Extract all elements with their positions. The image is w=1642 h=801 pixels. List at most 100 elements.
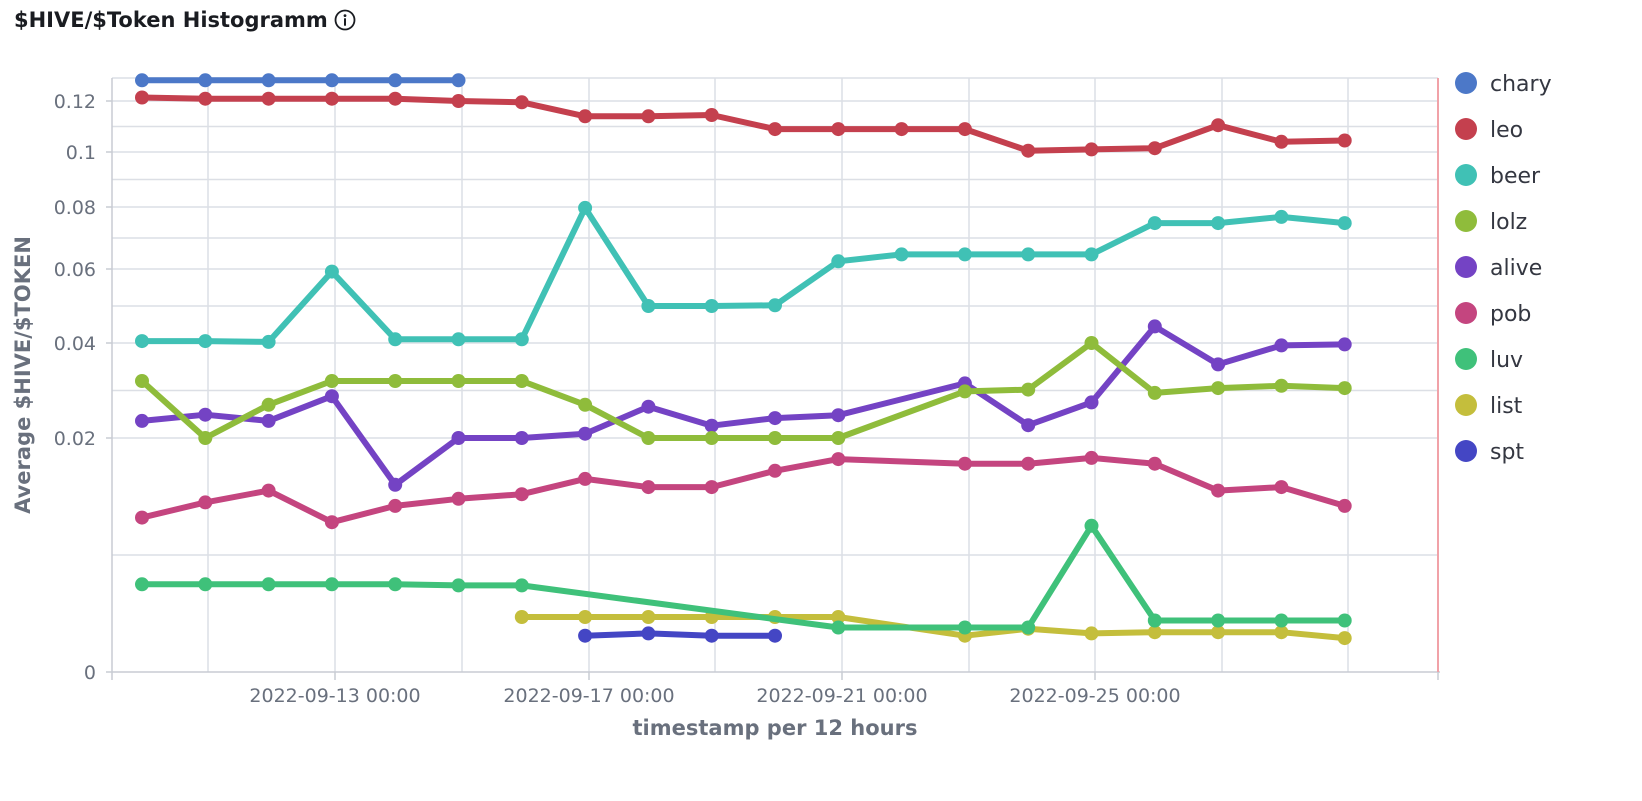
data-point-lolz[interactable] [768,431,782,445]
data-point-lolz[interactable] [261,397,276,412]
data-point-pob[interactable] [1211,483,1226,498]
data-point-leo[interactable] [1084,142,1099,157]
data-point-beer[interactable] [135,334,149,349]
data-point-lolz[interactable] [324,374,339,388]
data-point-alive[interactable] [514,431,529,445]
data-point-pob[interactable] [1274,480,1289,495]
data-point-beer[interactable] [578,200,593,215]
data-point-beer[interactable] [451,332,466,347]
legend-item-luv[interactable]: luv [1455,348,1523,373]
data-point-luv[interactable] [514,578,529,593]
data-point-alive[interactable] [641,399,656,414]
legend-item-list[interactable]: list [1455,394,1523,419]
data-point-pob[interactable] [1084,450,1099,465]
data-point-luv[interactable] [1084,518,1099,533]
data-point-leo[interactable] [768,122,782,137]
data-point-pob[interactable] [1021,456,1036,471]
data-point-lolz[interactable] [578,397,593,412]
data-point-leo[interactable] [578,109,593,124]
data-point-lolz[interactable] [641,431,656,445]
data-point-lolz[interactable] [388,374,403,388]
data-point-alive[interactable] [1211,357,1226,372]
data-point-alive[interactable] [768,411,782,426]
data-point-alive[interactable] [831,408,846,423]
data-point-lolz[interactable] [514,374,529,388]
data-point-luv[interactable] [261,577,276,592]
data-point-leo[interactable] [1021,143,1036,158]
data-point-luv[interactable] [388,577,403,592]
data-point-leo[interactable] [135,90,149,105]
data-point-pob[interactable] [324,515,339,530]
data-point-list[interactable] [578,610,593,624]
data-point-beer[interactable] [1147,216,1162,231]
data-point-chary[interactable] [135,73,149,88]
data-point-lolz[interactable] [1274,378,1289,393]
data-point-lolz[interactable] [451,374,466,388]
data-point-pob[interactable] [768,463,782,478]
data-point-chary[interactable] [261,73,276,88]
data-point-alive[interactable] [1274,338,1289,353]
data-point-leo[interactable] [261,91,276,106]
data-point-pob[interactable] [578,471,593,486]
data-point-spt[interactable] [641,626,656,641]
data-point-alive[interactable] [324,389,339,404]
data-point-pob[interactable] [957,456,972,471]
data-point-leo[interactable] [1147,141,1162,156]
data-point-list[interactable] [831,610,846,624]
data-point-pob[interactable] [641,480,656,495]
data-point-beer[interactable] [1211,216,1226,231]
data-point-alive[interactable] [451,431,466,445]
data-point-alive[interactable] [1021,418,1036,433]
data-point-beer[interactable] [198,334,213,349]
data-point-lolz[interactable] [135,374,149,388]
data-point-beer[interactable] [831,254,846,269]
data-point-leo[interactable] [831,122,846,137]
data-point-luv[interactable] [1147,613,1162,628]
data-point-lolz[interactable] [1147,385,1162,400]
data-point-beer[interactable] [261,334,276,349]
data-point-lolz[interactable] [704,431,719,445]
legend-item-beer[interactable]: beer [1455,164,1541,189]
data-point-leo[interactable] [641,109,656,124]
data-point-luv[interactable] [1274,613,1289,628]
data-point-beer[interactable] [1337,216,1352,231]
data-point-spt[interactable] [578,628,593,643]
data-point-beer[interactable] [324,264,339,279]
data-point-luv[interactable] [1021,620,1036,635]
data-point-alive[interactable] [704,418,719,433]
data-point-alive[interactable] [261,413,276,428]
data-point-lolz[interactable] [831,431,846,445]
data-point-list[interactable] [1274,625,1289,640]
data-point-leo[interactable] [514,95,529,110]
data-point-beer[interactable] [514,332,529,347]
data-point-beer[interactable] [957,247,972,262]
data-point-pob[interactable] [261,483,276,498]
data-point-alive[interactable] [578,426,593,441]
data-point-list[interactable] [1147,625,1162,640]
data-point-alive[interactable] [1084,395,1099,410]
data-point-leo[interactable] [451,94,466,108]
data-point-chary[interactable] [451,73,466,88]
legend-item-chary[interactable]: chary [1455,72,1552,97]
data-point-alive[interactable] [135,413,149,428]
data-point-luv[interactable] [451,578,466,593]
data-point-beer[interactable] [1084,247,1099,262]
data-point-leo[interactable] [198,91,213,106]
data-point-chary[interactable] [388,73,403,88]
legend-item-spt[interactable]: spt [1455,440,1524,465]
legend-item-pob[interactable]: pob [1455,302,1531,327]
data-point-pob[interactable] [135,510,149,525]
data-point-alive[interactable] [198,407,213,422]
data-point-chary[interactable] [324,73,339,88]
data-point-luv[interactable] [957,620,972,635]
data-point-pob[interactable] [198,495,213,510]
data-point-leo[interactable] [1274,134,1289,149]
data-point-beer[interactable] [1021,247,1036,262]
data-point-lolz[interactable] [198,431,213,445]
data-point-beer[interactable] [1274,209,1289,224]
legend-item-alive[interactable]: alive [1455,256,1542,281]
data-point-pob[interactable] [451,491,466,506]
data-point-lolz[interactable] [1337,381,1352,396]
data-point-alive[interactable] [1337,337,1352,352]
info-icon[interactable] [334,9,356,31]
